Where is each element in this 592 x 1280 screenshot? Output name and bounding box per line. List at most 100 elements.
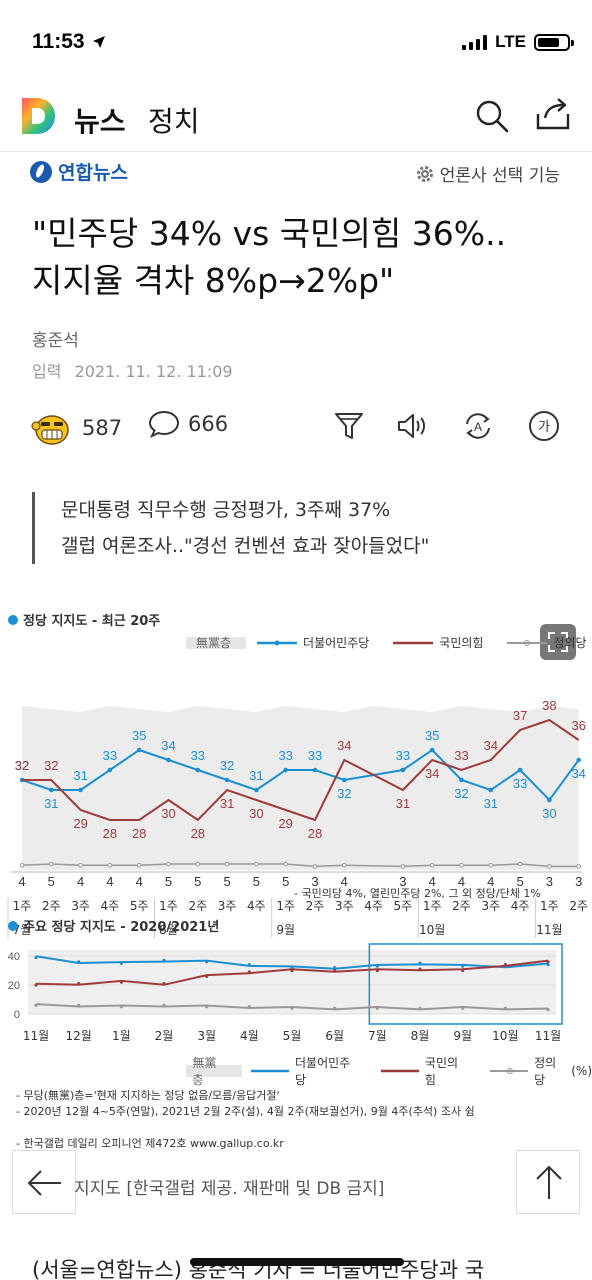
note-line-2: - 2020년 12월 4~5주(연말), 2021년 2월 2주(설), 4월… [16,1105,475,1118]
author-name[interactable]: 홍준석 [32,331,79,351]
month-tick-label: 11월 [535,1029,561,1043]
poll-figure[interactable]: 정당 지지도 - 최근 20주 無黨층 더불어민주당 국민의힘 정의당 32 31… [0,600,592,1120]
month-tick-label: 1월 [112,1029,131,1043]
data-point [503,1006,507,1010]
data-label: 33 [191,748,205,763]
data-label: 31 [249,768,263,783]
back-button[interactable] [12,1150,76,1214]
data-point [254,861,259,867]
data-label: 5 [223,874,230,889]
data-point [136,747,142,753]
data-point [34,1003,38,1007]
data-point [254,787,259,793]
section-title[interactable]: 정치 [148,105,200,138]
data-label: 3 [311,874,318,889]
data-point [342,777,347,783]
data-label: 3 [399,874,406,889]
app-name[interactable]: 뉴스 [74,105,126,138]
data-point [247,963,251,967]
svg-text:A: A [474,420,482,434]
data-point [119,1005,123,1009]
data-point [283,861,289,867]
month-tick-label: 12월 [66,1029,92,1043]
data-label: 34 [161,738,175,753]
week-tick-label: 3주 [481,899,500,913]
week-tick-label: 2주 [452,899,471,913]
translate-icon[interactable]: A [462,410,494,442]
status-time: 11:53 [32,30,106,54]
data-label: 29 [73,816,87,831]
share-icon[interactable] [534,96,572,132]
data-point [576,757,582,763]
battery-icon [534,33,574,51]
week-tick-label: 1주 [159,899,178,913]
data-point [290,968,294,973]
data-point [488,787,494,793]
daum-logo-icon[interactable] [18,96,58,136]
data-point [547,797,552,803]
subtitle-line-1: 문대통령 직무수행 긍정평가, 3주째 37% [61,499,391,521]
data-point [461,964,465,968]
data-label: 5 [282,874,289,889]
data-label: 28 [308,826,322,841]
data-point [162,958,166,962]
status-bar: 11:53 LTE [0,0,592,80]
data-label: 31 [73,768,87,783]
data-label: 32 [15,758,29,773]
month-tick-label: 6월 [325,1029,344,1043]
data-point [49,787,54,793]
legend2-none-label: 無黨층 [192,1056,217,1087]
audio-read-icon[interactable] [396,410,428,442]
chart1-title-text: 정당 지지도 - 최근 20주 [23,614,161,629]
data-label: 4 [77,874,84,889]
week-tick-label: 1주 [423,899,442,913]
press-select-label: 언론사 선택 기능 [439,166,560,186]
data-point [546,1008,550,1012]
month-tick-label: 8월 [411,1029,430,1043]
data-point [418,967,422,971]
reaction-button[interactable]: 587 [30,408,122,448]
font-size-icon[interactable]: 가 [528,410,560,442]
note-line-1: - 무당(無黨)층='현재 지지하는 정당 없음/모름/응답거절' [16,1089,280,1102]
summary-filter-icon[interactable] [333,410,365,442]
data-point [333,966,337,970]
article-date: 입력 2021. 11. 12. 11:09 [32,358,233,382]
legend2-line-dem [251,1069,289,1073]
legend2-justice-label: 정의당 [534,1056,557,1087]
data-point [517,767,523,773]
search-icon[interactable] [474,98,510,134]
data-point [375,964,379,968]
data-point [400,767,406,773]
scroll-top-button[interactable] [516,1150,580,1214]
comment-icon [148,410,180,439]
month-tick-label: 2월 [155,1029,174,1043]
legend2-unit-label: (%) [571,1064,592,1078]
data-point [224,861,230,867]
data-label: 28 [191,826,205,841]
press-logo[interactable]: 연합뉴스 [30,158,128,185]
data-point [19,862,25,868]
data-label: 34 [484,738,498,753]
data-point [290,1006,294,1010]
press-select-button[interactable]: 언론사 선택 기능 [416,161,560,186]
press-row: 연합뉴스 언론사 선택 기능 [0,152,592,194]
data-point [162,981,166,986]
data-label: 30 [542,806,556,821]
data-point [224,777,230,783]
comment-button[interactable]: 666 [148,408,228,440]
date-value: 2021. 11. 12. 11:09 [74,362,233,381]
y-tick-label: 0 [14,1009,20,1021]
app-header: 뉴스 정치 [0,80,592,152]
data-label: 4 [341,874,348,889]
data-label: 38 [542,698,556,713]
home-indicator[interactable] [190,1258,404,1266]
data-label: 32 [337,786,351,801]
data-point [247,1005,251,1009]
week-tick-label: 2주 [188,899,207,913]
data-point [546,960,550,964]
data-point [195,767,201,773]
data-label: 4 [106,874,113,889]
week-tick-label: 2주 [306,899,325,913]
week-tick-label: 4주 [364,899,383,913]
